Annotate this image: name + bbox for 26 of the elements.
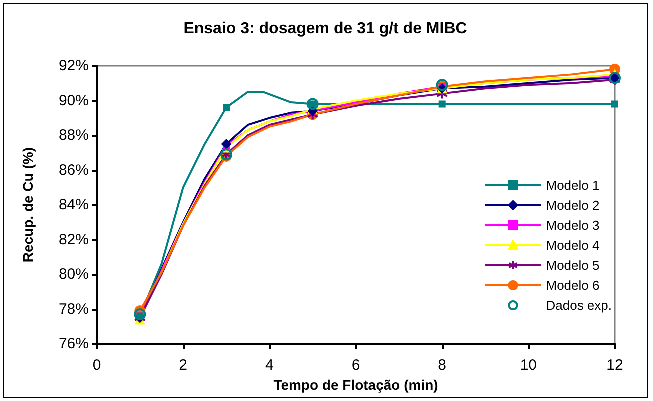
x-tick-label: 4 bbox=[265, 357, 274, 374]
y-axis-title: Recup. de Cu (%) bbox=[20, 147, 36, 263]
y-tick-label: 76% bbox=[58, 336, 89, 353]
legend-label: Modelo 1 bbox=[546, 178, 600, 193]
x-tick-label: 12 bbox=[606, 357, 624, 374]
legend-label: Modelo 5 bbox=[546, 258, 600, 273]
y-tick-label: 86% bbox=[58, 162, 89, 179]
y-tick-label: 80% bbox=[58, 266, 89, 284]
x-tick-label: 0 bbox=[92, 357, 102, 374]
legend-label: Modelo 3 bbox=[546, 218, 600, 233]
chart-title: Ensaio 3: dosagem de 31 g/t de MIBC bbox=[184, 20, 468, 38]
legend-label: Modelo 6 bbox=[546, 278, 600, 293]
y-tick-label: 88% bbox=[58, 127, 89, 144]
x-tick-label: 8 bbox=[438, 357, 447, 374]
x-tick-label: 2 bbox=[179, 357, 188, 374]
y-tick-label: 84% bbox=[58, 196, 89, 214]
x-tick-label: 6 bbox=[352, 357, 360, 374]
legend-label: Dados exp. bbox=[546, 298, 612, 313]
y-tick-label: 82% bbox=[58, 231, 89, 248]
y-tick-label: 78% bbox=[58, 300, 89, 318]
legend-label: Modelo 2 bbox=[546, 198, 600, 213]
y-tick-label: 90% bbox=[58, 92, 89, 110]
y-tick-label: 92% bbox=[58, 58, 89, 74]
legend-label: Modelo 4 bbox=[546, 238, 600, 253]
x-axis-title: Tempo de Flotação (min) bbox=[274, 377, 438, 393]
x-tick-label: 10 bbox=[520, 357, 538, 374]
